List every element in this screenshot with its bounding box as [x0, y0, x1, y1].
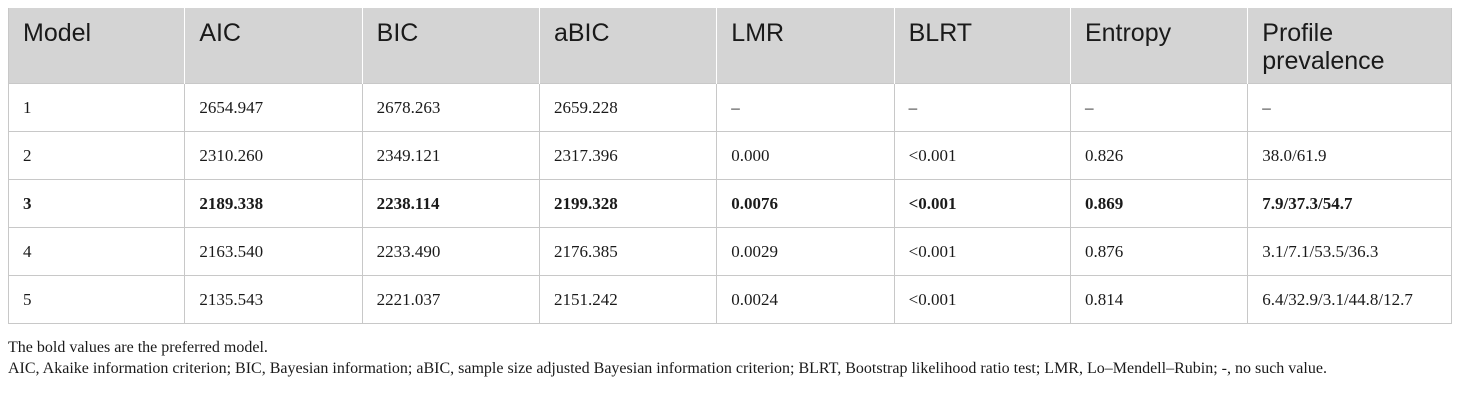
cell-model: 4 [7, 227, 186, 276]
cell-blrt: – [893, 83, 1071, 132]
cell-model: 3 [7, 179, 186, 228]
cell-blrt: <0.001 [893, 131, 1071, 180]
model-fit-table-container: Model AIC BIC aBIC LMR BLRT Entropy Prof… [7, 8, 1452, 324]
cell-profile-prevalence: 7.9/37.3/54.7 [1247, 179, 1452, 228]
cell-aic: 2135.543 [184, 275, 363, 324]
table-row: 1 2654.947 2678.263 2659.228 – – – – [7, 83, 1452, 132]
header-entropy: Entropy [1069, 8, 1248, 84]
cell-entropy: 0.826 [1069, 131, 1249, 180]
cell-blrt: <0.001 [893, 179, 1071, 228]
header-lmr: LMR [716, 8, 895, 84]
model-fit-table: Model AIC BIC aBIC LMR BLRT Entropy Prof… [7, 8, 1452, 324]
cell-abic: 2659.228 [538, 83, 718, 132]
cell-aic: 2163.540 [184, 227, 363, 276]
cell-abic: 2317.396 [538, 131, 718, 180]
header-abic: aBIC [538, 8, 717, 84]
cell-profile-prevalence: 38.0/61.9 [1247, 131, 1452, 180]
cell-blrt: <0.001 [893, 227, 1071, 276]
cell-abic: 2199.328 [538, 179, 718, 228]
cell-lmr: 0.000 [716, 131, 895, 180]
cell-abic: 2151.242 [538, 275, 718, 324]
cell-bic: 2221.037 [361, 275, 540, 324]
table-row: 5 2135.543 2221.037 2151.242 0.0024 <0.0… [7, 275, 1452, 324]
cell-model: 5 [7, 275, 186, 324]
cell-aic: 2310.260 [184, 131, 363, 180]
cell-aic: 2654.947 [184, 83, 363, 132]
cell-bic: 2238.114 [361, 179, 540, 228]
cell-bic: 2349.121 [361, 131, 540, 180]
cell-model: 2 [7, 131, 186, 180]
header-blrt: BLRT [893, 8, 1071, 84]
header-model: Model [7, 8, 185, 84]
table-footnotes: The bold values are the preferred model.… [8, 337, 1452, 379]
cell-abic: 2176.385 [538, 227, 718, 276]
header-bic: BIC [361, 8, 540, 84]
header-aic: AIC [184, 8, 363, 84]
cell-entropy: 0.876 [1069, 227, 1249, 276]
cell-profile-prevalence: – [1247, 83, 1452, 132]
footnote-abbreviations: AIC, Akaike information criterion; BIC, … [8, 360, 1327, 377]
cell-lmr: 0.0024 [716, 275, 895, 324]
cell-entropy: – [1069, 83, 1249, 132]
cell-lmr: – [716, 83, 895, 132]
cell-entropy: 0.814 [1069, 275, 1249, 324]
footnote-bold-explanation: The bold values are the preferred model. [8, 339, 268, 356]
cell-entropy: 0.869 [1069, 179, 1249, 228]
cell-profile-prevalence: 3.1/7.1/53.5/36.3 [1247, 227, 1452, 276]
cell-lmr: 0.0076 [716, 179, 895, 228]
cell-blrt: <0.001 [893, 275, 1071, 324]
cell-profile-prevalence: 6.4/32.9/3.1/44.8/12.7 [1247, 275, 1452, 324]
table-header-row: Model AIC BIC aBIC LMR BLRT Entropy Prof… [7, 8, 1452, 84]
cell-lmr: 0.0029 [716, 227, 895, 276]
cell-model: 1 [7, 83, 186, 132]
cell-aic: 2189.338 [184, 179, 363, 228]
table-row: 2 2310.260 2349.121 2317.396 0.000 <0.00… [7, 131, 1452, 180]
cell-bic: 2678.263 [361, 83, 540, 132]
header-profile-prevalence: Profile prevalence [1247, 8, 1452, 84]
table-row-preferred: 3 2189.338 2238.114 2199.328 0.0076 <0.0… [7, 179, 1452, 228]
table-row: 4 2163.540 2233.490 2176.385 0.0029 <0.0… [7, 227, 1452, 276]
cell-bic: 2233.490 [361, 227, 540, 276]
